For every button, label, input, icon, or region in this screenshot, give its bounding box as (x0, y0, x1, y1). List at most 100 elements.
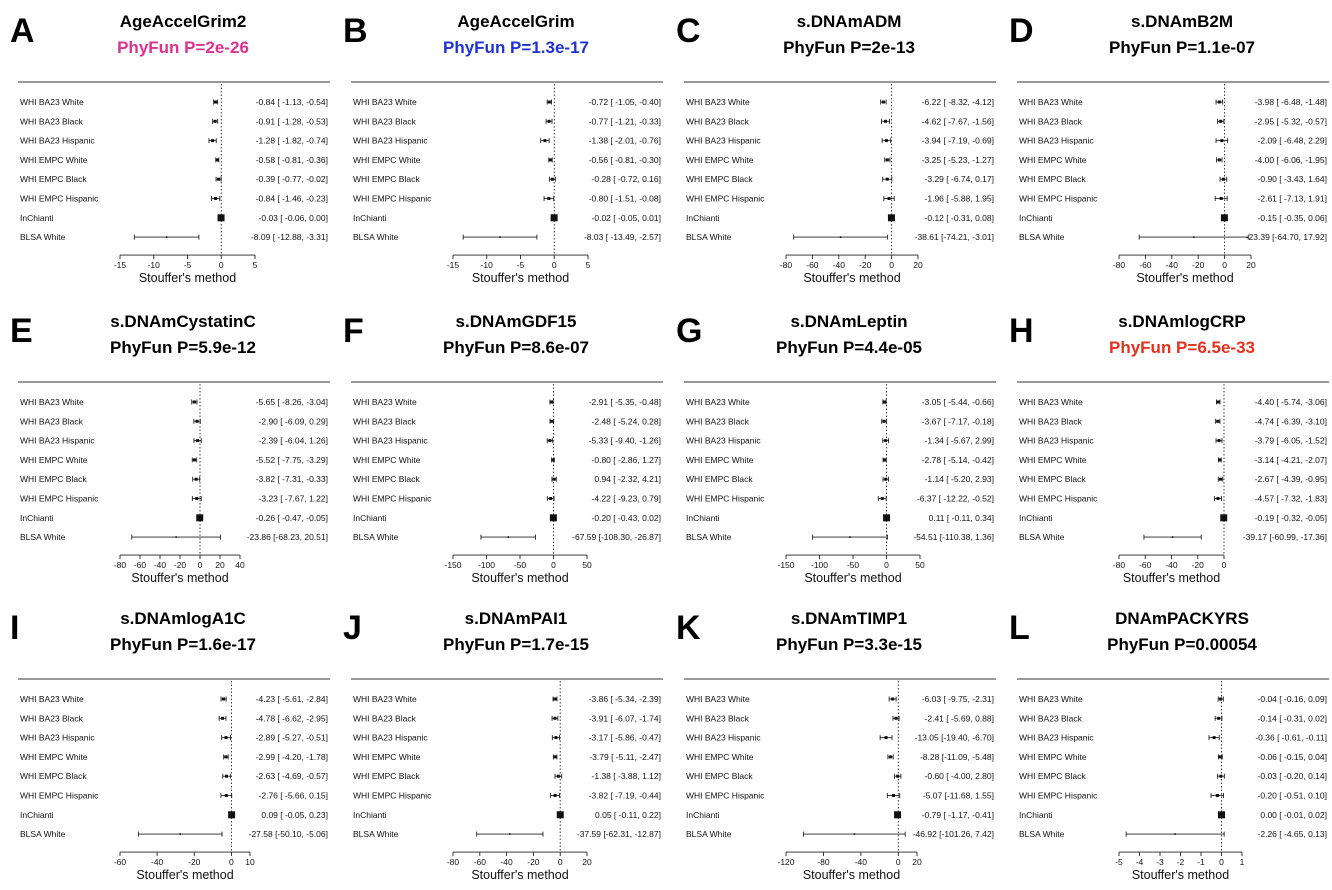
ci-value-label: -38.61 [-74.21, -3.01] (915, 232, 994, 242)
study-label: WHI BA23 White (20, 694, 84, 704)
x-tick-label: -20 (188, 857, 201, 867)
ci-value-label: -2.78 [ -5.14, -0.42] (922, 455, 994, 465)
ci-value-label: -2.48 [ -5.24, 0.28] (592, 416, 661, 426)
ci-value-label: -3.17 [ -5.86, -0.47] (589, 733, 661, 743)
point-estimate (550, 214, 558, 222)
study-label: WHI BA23 White (686, 694, 750, 704)
study-label: WHI EMPC White (20, 752, 88, 762)
study-label: WHI EMPC White (1019, 752, 1087, 762)
ci-value-label: -2.99 [ -4.20, -1.78] (256, 752, 328, 762)
x-tick-label: -5 (517, 260, 525, 270)
ci-value-label: -0.04 [ -0.16, 0.09] (1258, 694, 1327, 704)
ci-value-label: -0.90 [ -3.43, 1.64] (1258, 174, 1327, 184)
x-axis-title: Stouffer's method (803, 271, 900, 285)
ci-value-label: -0.20 [ -0.43, 0.02] (592, 513, 661, 523)
point-estimate (221, 716, 225, 720)
point-estimate (1174, 833, 1176, 835)
point-estimate (1220, 214, 1228, 222)
point-estimate (896, 774, 900, 778)
ci-value-label: -3.98 [ -6.48, -1.48] (1255, 97, 1327, 107)
point-estimate (214, 100, 218, 104)
x-axis-title: Stouffer's method (472, 271, 569, 285)
forest-panel-b: B AgeAccelGrim PhyFun P=1.3e-17 WHI BA23 Wh… (343, 12, 663, 285)
panel-letter: K (676, 609, 701, 647)
ci-value-label: -6.22 [ -8.32, -4.12] (922, 97, 994, 107)
point-estimate (1218, 811, 1225, 819)
study-label: WHI EMPC Black (20, 474, 87, 484)
study-label: WHI EMPC Hispanic (686, 194, 765, 204)
study-label: WHI BA23 Hispanic (20, 733, 95, 743)
study-label: BLSA White (353, 829, 399, 839)
ci-value-label: -2.61 [ -7.13, 1.91] (1258, 194, 1327, 204)
point-estimate (885, 177, 889, 181)
x-tick-label: -20 (859, 260, 872, 270)
study-label: BLSA White (20, 829, 66, 839)
x-tick-label: 40 (235, 560, 245, 570)
ci-value-label: -4.00 [ -6.06, -1.95] (1255, 155, 1327, 165)
study-label: WHI BA23 Hispanic (686, 436, 761, 446)
study-label: WHI BA23 White (686, 397, 750, 407)
ci-value-label: -2.67 [ -4.39, -0.95] (1255, 474, 1327, 484)
study-label: WHI EMPC Hispanic (1019, 494, 1098, 504)
study-label: InChianti (1019, 513, 1053, 523)
study-label: WHI EMPC White (353, 455, 421, 465)
x-tick-label: 0 (229, 857, 234, 867)
ci-value-label: -2.09 [ -6.48, 2.29] (1258, 136, 1327, 146)
study-label: WHI BA23 White (20, 397, 84, 407)
point-estimate (547, 100, 551, 104)
study-label: WHI EMPC Hispanic (686, 494, 765, 504)
study-label: WHI EMPC Hispanic (353, 494, 432, 504)
study-label: WHI EMPC White (353, 155, 421, 165)
ci-value-label: -0.14 [ -0.31, 0.02] (1258, 713, 1327, 723)
point-estimate (894, 716, 898, 720)
study-label: WHI EMPC White (20, 155, 88, 165)
study-label: WHI BA23 White (20, 97, 84, 107)
study-label: WHI BA23 Black (1019, 713, 1083, 723)
panel-title: s.DNAmGDF15 (456, 312, 577, 331)
x-tick-label: -120 (777, 857, 794, 867)
x-tick-label: 0 (552, 260, 557, 270)
point-estimate (1219, 697, 1223, 701)
panel-pvalue: PhyFun P=1.6e-17 (110, 635, 256, 654)
ci-value-label: -0.84 [ -1.13, -0.54] (256, 97, 328, 107)
study-label: WHI BA23 Hispanic (1019, 136, 1094, 146)
study-label: InChianti (353, 513, 387, 523)
point-estimate (1219, 197, 1223, 200)
ci-value-label: -0.03 [ -0.20, 0.14] (1258, 771, 1327, 781)
x-tick-label: 0 (884, 560, 889, 570)
point-estimate (1217, 439, 1221, 443)
ci-value-label: -0.91 [ -1.28, -0.53] (256, 116, 328, 126)
point-estimate (192, 400, 196, 404)
study-label: WHI EMPC White (1019, 155, 1087, 165)
ci-value-label: -3.82 [ -7.19, -0.44] (589, 791, 661, 801)
study-label: BLSA White (20, 532, 66, 542)
study-label: WHI BA23 White (353, 694, 417, 704)
x-axis-title: Stouffer's method (1123, 571, 1220, 585)
ci-value-label: -2.63 [ -4.69, -0.57] (256, 771, 328, 781)
study-label: WHI BA23 White (686, 97, 750, 107)
x-tick-label: 0 (558, 857, 563, 867)
study-label: BLSA White (1019, 532, 1065, 542)
point-estimate (224, 736, 228, 740)
x-tick-label: -5 (1115, 857, 1123, 867)
ci-value-label: -0.19 [ -0.32, -0.05] (1255, 513, 1327, 523)
x-tick-label: -20 (1192, 260, 1205, 270)
ci-value-label: -1.28 [ -1.82, -0.74] (256, 136, 328, 146)
ci-value-label: -8.28 [-11.09, -5.48] (920, 752, 994, 762)
study-label: WHI EMPC Black (686, 771, 753, 781)
x-tick-label: 1 (1240, 857, 1245, 867)
x-axis-title: Stouffer's method (804, 571, 901, 585)
study-label: WHI BA23 Black (353, 713, 417, 723)
study-label: BLSA White (20, 232, 66, 242)
panel-pvalue: PhyFun P=2e-26 (117, 38, 249, 57)
point-estimate (553, 697, 557, 701)
ci-value-label: -1.96 [ -5.88, 1.95] (925, 194, 994, 204)
ci-value-label: -2.41 [ -5.69, 0.88] (925, 713, 994, 723)
point-estimate (1216, 497, 1220, 500)
x-tick-label: 0 (551, 560, 556, 570)
point-estimate (196, 514, 204, 522)
study-label: WHI BA23 White (353, 397, 417, 407)
